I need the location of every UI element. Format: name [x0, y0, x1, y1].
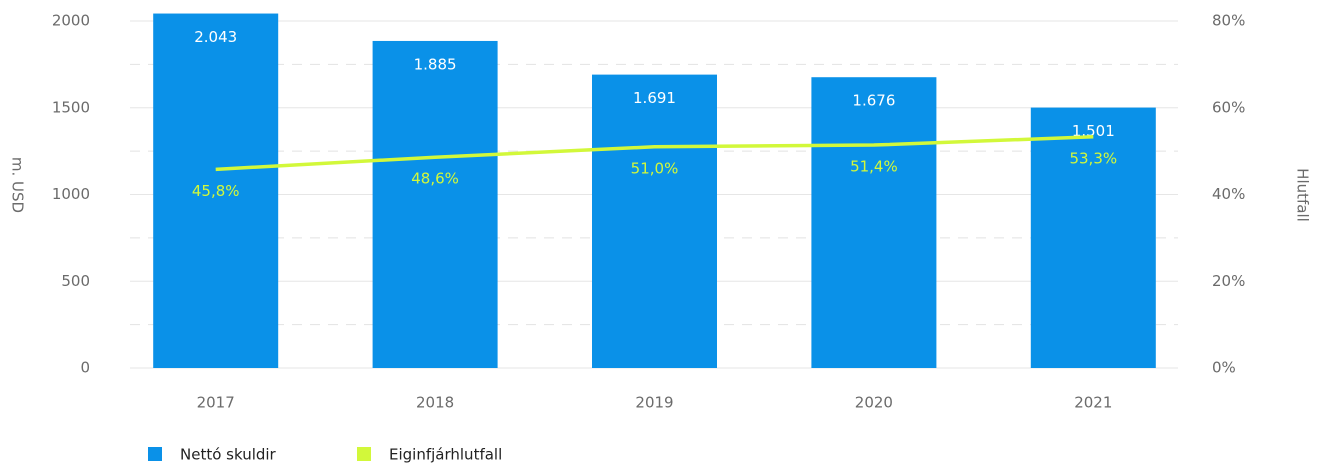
legend-label: Eiginfjárhlutfall — [389, 446, 502, 464]
y-tick-label: 0 — [80, 359, 90, 377]
line-value-label: 48,6% — [411, 170, 459, 188]
y-tick-label: 500 — [61, 272, 90, 290]
legend-label: Nettó skuldir — [180, 446, 277, 464]
bar — [372, 40, 498, 368]
x-tick-label: 2017 — [197, 394, 235, 412]
bar-value-label: 1.676 — [852, 92, 895, 110]
bar — [811, 77, 937, 369]
line-value-label: 51,0% — [631, 159, 679, 177]
bar-value-label: 2.043 — [194, 28, 237, 46]
x-tick-label: 2020 — [855, 394, 893, 412]
y2-tick-label: 80% — [1212, 12, 1245, 30]
legend-swatch — [357, 447, 371, 461]
y-axis-label: m. USD — [9, 157, 27, 213]
line-value-label: 45,8% — [192, 182, 240, 200]
line — [215, 135, 1094, 172]
y2-tick-label: 0% — [1212, 359, 1236, 377]
bar-value-label: 1.885 — [414, 55, 457, 73]
x-tick-label: 2021 — [1074, 394, 1112, 412]
y-tick-label: 1500 — [52, 98, 90, 116]
y2-tick-label: 40% — [1212, 185, 1245, 203]
y2-tick-label: 60% — [1212, 98, 1245, 116]
y2-axis-label: Hlutfall — [1294, 168, 1312, 222]
y-tick-label: 1000 — [52, 185, 90, 203]
y2-tick-label: 20% — [1212, 272, 1245, 290]
bar-value-label: 1.691 — [633, 89, 676, 107]
x-tick-label: 2019 — [635, 394, 673, 412]
y-tick-label: 2000 — [52, 12, 90, 30]
bar — [153, 13, 279, 369]
line-value-label: 51,4% — [850, 158, 898, 176]
x-tick-label: 2018 — [416, 394, 454, 412]
bar — [592, 74, 717, 368]
legend-swatch — [148, 447, 162, 461]
bar — [1030, 107, 1156, 368]
line-value-label: 53,3% — [1069, 149, 1117, 167]
